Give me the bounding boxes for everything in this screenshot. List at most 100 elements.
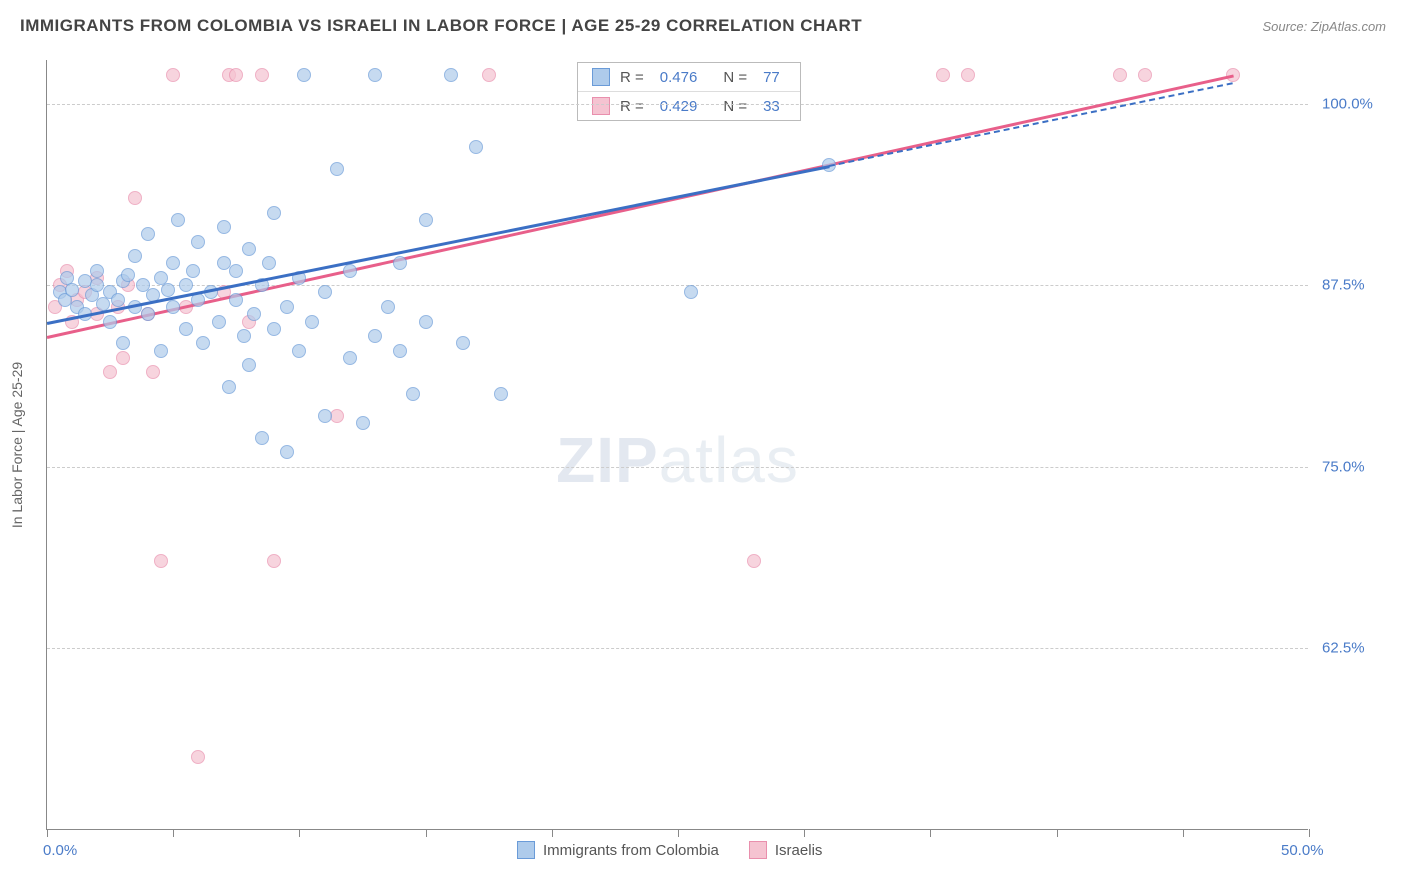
data-point-colombia — [684, 285, 698, 299]
data-point-colombia — [343, 351, 357, 365]
y-tick-label: 75.0% — [1322, 458, 1365, 475]
data-point-colombia — [297, 68, 311, 82]
data-point-colombia — [368, 68, 382, 82]
correlation-stats-box: R =0.476N =77R =0.429N =33 — [577, 62, 801, 121]
y-tick-label: 100.0% — [1322, 95, 1373, 112]
watermark-light: atlas — [659, 424, 799, 496]
data-point-colombia — [191, 235, 205, 249]
data-point-israeli — [166, 68, 180, 82]
data-point-israeli — [1113, 68, 1127, 82]
data-point-colombia — [242, 242, 256, 256]
x-tick — [552, 829, 553, 837]
data-point-colombia — [368, 329, 382, 343]
data-point-colombia — [280, 445, 294, 459]
data-point-colombia — [121, 268, 135, 282]
data-point-colombia — [196, 336, 210, 350]
r-label: R = — [620, 98, 644, 115]
r-label: R = — [620, 69, 644, 86]
y-tick-label: 62.5% — [1322, 640, 1365, 657]
x-tick — [678, 829, 679, 837]
data-point-colombia — [318, 409, 332, 423]
data-point-colombia — [166, 256, 180, 270]
data-point-colombia — [280, 300, 294, 314]
watermark-bold: ZIP — [556, 424, 659, 496]
data-point-colombia — [179, 322, 193, 336]
y-tick-label: 87.5% — [1322, 277, 1365, 294]
data-point-colombia — [343, 264, 357, 278]
data-point-colombia — [381, 300, 395, 314]
data-point-colombia — [267, 206, 281, 220]
x-tick — [426, 829, 427, 837]
data-point-colombia — [179, 278, 193, 292]
swatch-icon — [592, 68, 610, 86]
swatch-icon — [592, 97, 610, 115]
x-tick — [1057, 829, 1058, 837]
data-point-israeli — [936, 68, 950, 82]
x-tick — [299, 829, 300, 837]
data-point-colombia — [128, 249, 142, 263]
data-point-colombia — [292, 344, 306, 358]
data-point-israeli — [128, 191, 142, 205]
data-point-colombia — [318, 285, 332, 299]
data-point-colombia — [305, 315, 319, 329]
data-point-colombia — [171, 213, 185, 227]
data-point-colombia — [212, 315, 226, 329]
n-label: N = — [723, 98, 747, 115]
data-point-colombia — [186, 264, 200, 278]
data-point-colombia — [222, 380, 236, 394]
y-axis-label: In Labor Force | Age 25-29 — [9, 361, 25, 527]
r-value: 0.476 — [660, 69, 698, 86]
x-tick — [1309, 829, 1310, 837]
data-point-colombia — [444, 68, 458, 82]
n-label: N = — [723, 69, 747, 86]
x-tick — [173, 829, 174, 837]
data-point-israeli — [330, 409, 344, 423]
data-point-colombia — [154, 344, 168, 358]
swatch-icon — [517, 841, 535, 859]
legend-item-colombia: Immigrants from Colombia — [517, 841, 719, 859]
data-point-colombia — [267, 322, 281, 336]
data-point-israeli — [146, 365, 160, 379]
legend-label: Israelis — [775, 842, 823, 859]
data-point-colombia — [229, 293, 243, 307]
data-point-colombia — [393, 256, 407, 270]
data-point-colombia — [103, 315, 117, 329]
scatter-chart: In Labor Force | Age 25-29 ZIPatlas R =0… — [46, 60, 1386, 830]
data-point-israeli — [229, 68, 243, 82]
data-point-israeli — [116, 351, 130, 365]
plot-area: In Labor Force | Age 25-29 ZIPatlas R =0… — [46, 60, 1308, 830]
data-point-colombia — [166, 300, 180, 314]
stats-row-colombia: R =0.476N =77 — [578, 63, 800, 92]
data-point-colombia — [494, 387, 508, 401]
x-tick — [804, 829, 805, 837]
data-point-colombia — [419, 315, 433, 329]
data-point-colombia — [456, 336, 470, 350]
data-point-israeli — [191, 750, 205, 764]
data-point-colombia — [419, 213, 433, 227]
n-value: 33 — [763, 98, 780, 115]
trend-line-ext-colombia — [829, 82, 1233, 167]
data-point-colombia — [393, 344, 407, 358]
data-point-colombia — [262, 256, 276, 270]
x-tick — [47, 829, 48, 837]
data-point-colombia — [237, 329, 251, 343]
data-point-colombia — [161, 283, 175, 297]
data-point-israeli — [961, 68, 975, 82]
swatch-icon — [749, 841, 767, 859]
data-point-colombia — [65, 283, 79, 297]
data-point-colombia — [217, 220, 231, 234]
data-point-israeli — [267, 554, 281, 568]
source-label: Source: ZipAtlas.com — [1262, 19, 1386, 34]
legend-item-israeli: Israelis — [749, 841, 823, 859]
watermark: ZIPatlas — [556, 423, 799, 497]
data-point-colombia — [116, 336, 130, 350]
data-point-israeli — [103, 365, 117, 379]
x-tick-label: 50.0% — [1281, 842, 1324, 859]
x-tick-label: 0.0% — [43, 842, 77, 859]
data-point-israeli — [255, 68, 269, 82]
data-point-colombia — [141, 307, 155, 321]
chart-header: IMMIGRANTS FROM COLOMBIA VS ISRAELI IN L… — [0, 0, 1406, 44]
trend-line-colombia — [47, 165, 830, 324]
gridline-h — [47, 648, 1308, 649]
data-point-israeli — [482, 68, 496, 82]
